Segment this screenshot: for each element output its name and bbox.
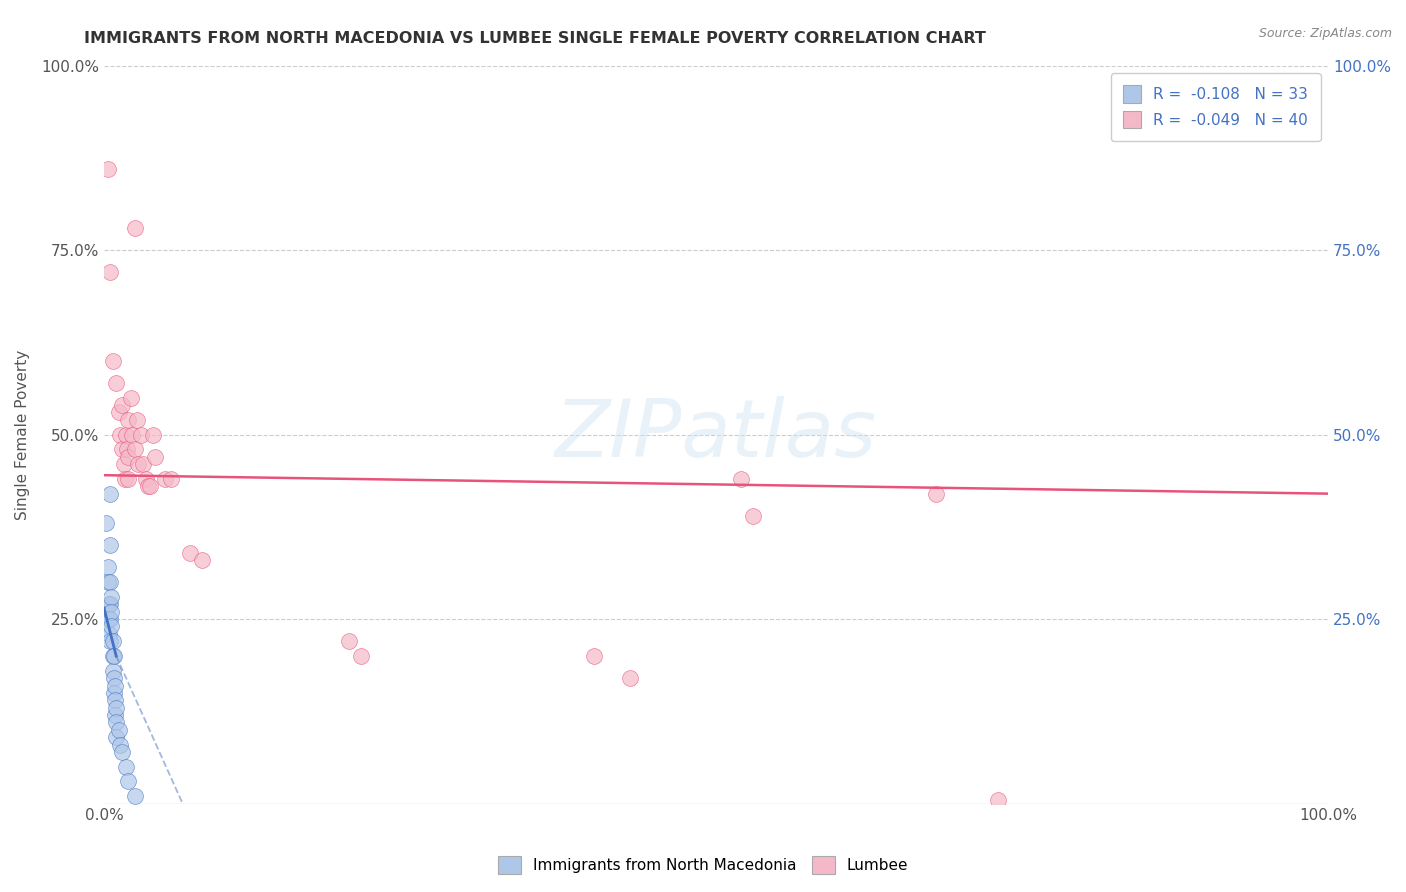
Point [105,700,128,714]
Point [97,627,120,641]
Point [107,405,129,419]
Point [96,516,118,531]
Point [97,161,120,176]
Point [100,605,122,619]
Point [104,679,127,693]
Point [97,598,120,612]
Point [120,391,142,405]
Point [104,693,127,707]
Point [132,457,155,471]
Point [107,723,129,737]
Point [124,221,146,235]
Point [111,442,134,457]
Point [160,472,183,486]
Point [105,730,128,744]
Point [97,575,120,590]
Point [100,590,122,604]
Point [115,427,138,442]
Point [103,648,125,663]
Point [619,671,641,685]
Point [117,413,139,427]
Point [191,553,214,567]
Point [129,427,152,442]
Point [98,598,121,612]
Point [97,612,120,626]
Legend: R =  -0.108   N = 33, R =  -0.049   N = 40: R = -0.108 N = 33, R = -0.049 N = 40 [1111,73,1320,141]
Point [114,472,136,486]
Point [103,686,125,700]
Point [127,457,149,471]
Point [121,427,143,442]
Point [98,575,121,590]
Point [101,648,124,663]
Point [153,472,176,486]
Point [104,708,127,723]
Point [105,715,128,730]
Point [925,486,948,500]
Y-axis label: Single Female Poverty: Single Female Poverty [15,350,30,520]
Point [730,472,752,486]
Text: IMMIGRANTS FROM NORTH MACEDONIA VS LUMBEE SINGLE FEMALE POVERTY CORRELATION CHAR: IMMIGRANTS FROM NORTH MACEDONIA VS LUMBE… [84,31,986,46]
Point [98,538,121,552]
Point [117,774,139,789]
Point [111,745,134,759]
Point [115,760,138,774]
Legend: Immigrants from North Macedonia, Lumbee: Immigrants from North Macedonia, Lumbee [492,850,914,880]
Point [117,450,139,464]
Point [125,413,148,427]
Point [101,634,124,648]
Point [98,486,121,500]
Point [145,450,167,464]
Point [117,472,139,486]
Point [101,664,124,678]
Point [98,612,121,626]
Point [136,479,159,493]
Point [350,648,373,663]
Point [135,472,157,486]
Text: Source: ZipAtlas.com: Source: ZipAtlas.com [1258,27,1392,40]
Point [142,427,165,442]
Point [139,479,162,493]
Point [108,738,131,752]
Text: ZIPatlas: ZIPatlas [555,396,877,474]
Point [98,265,121,279]
Point [582,648,605,663]
Point [112,457,135,471]
Point [124,442,146,457]
Point [105,376,128,390]
Point [115,442,138,457]
Point [111,398,134,412]
Point [98,634,121,648]
Point [179,546,201,560]
Point [987,793,1010,807]
Point [741,508,763,523]
Point [103,671,125,685]
Point [108,427,131,442]
Point [97,560,120,574]
Point [101,353,124,368]
Point [100,619,122,633]
Point [337,634,360,648]
Point [124,789,146,804]
